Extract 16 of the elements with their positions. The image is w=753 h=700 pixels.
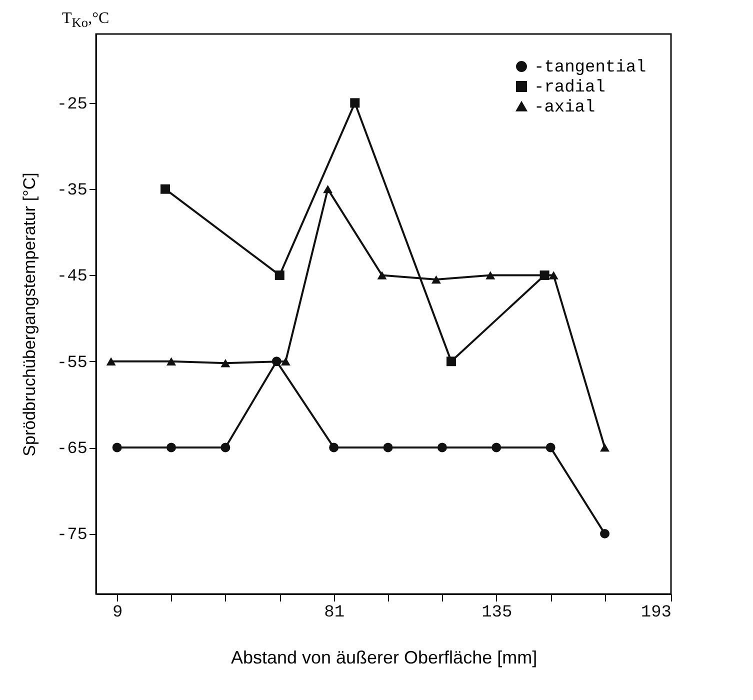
y-axis-title: Sprödbruchübergangstemperatur [°C] [20,172,39,456]
x-tick-label: 81 [324,604,345,622]
y-tick-label: -25 [56,95,88,114]
x-tick-label: 9 [112,604,123,622]
x-tick-label: 135 [482,604,512,622]
y-tick-label: -65 [56,440,88,460]
legend-label: -tangential [534,58,646,78]
y-tick-label: -55 [56,354,88,373]
y-tick-label: -45 [56,268,88,287]
x-tick-label: 193 [640,604,672,622]
legend-label: -radial [534,78,606,98]
y-tick-label: -75 [56,526,88,546]
x-axis-title: Abstand von äußerer Oberfläche [mm] [230,648,538,668]
text: T$_{Ko}$,°C [62,10,110,32]
y-tick-label: -35 [56,182,88,201]
legend-label: -axial [534,98,596,118]
